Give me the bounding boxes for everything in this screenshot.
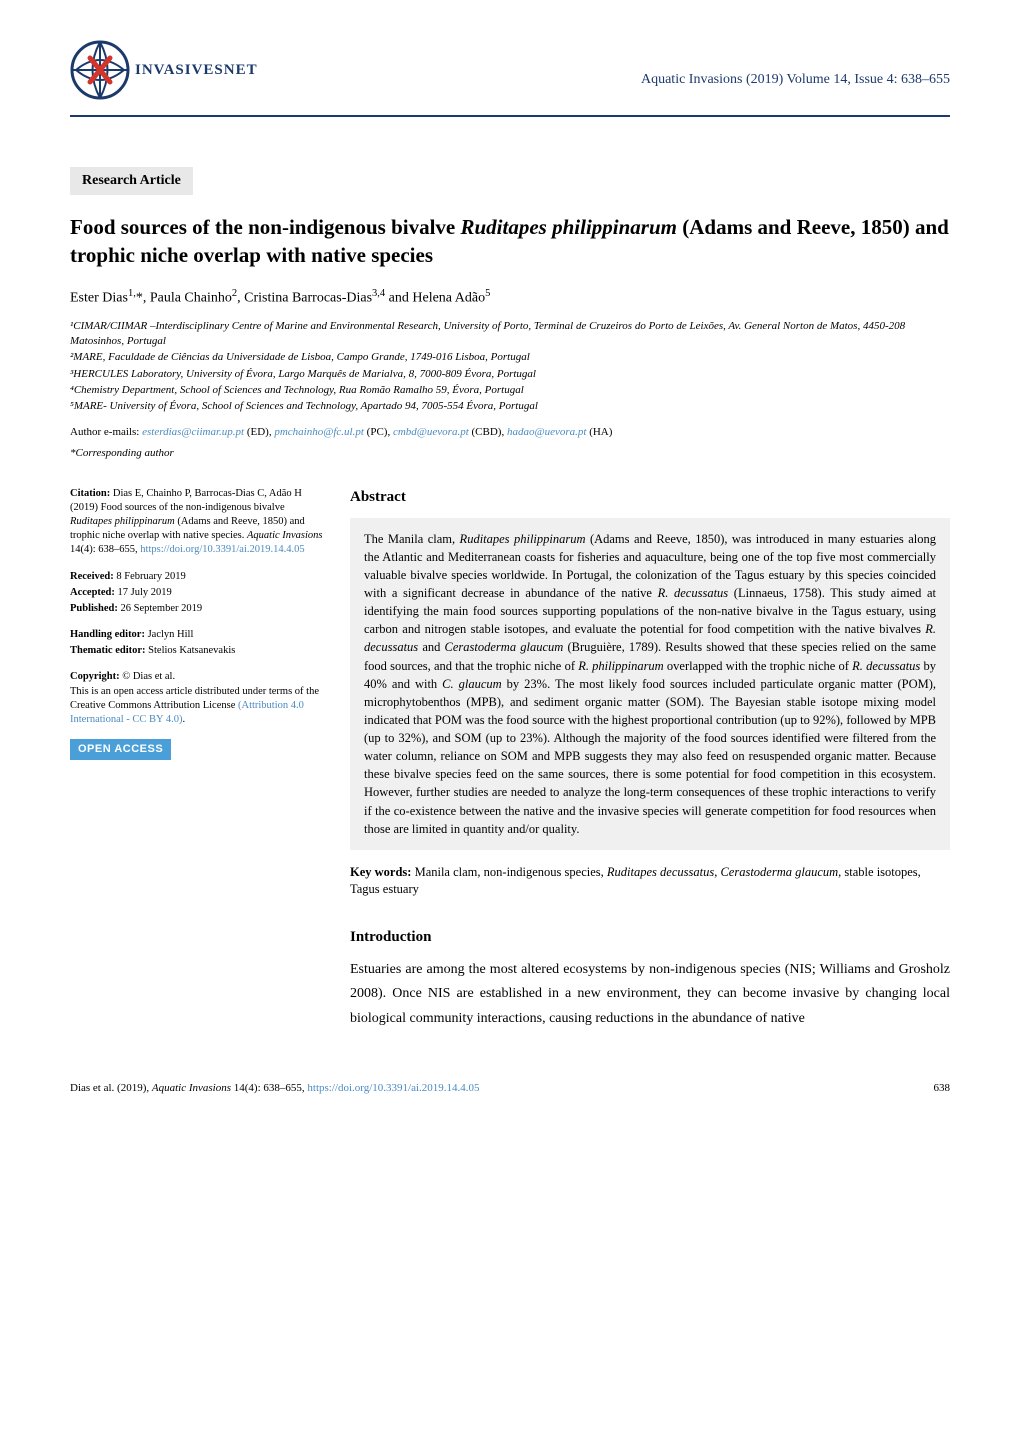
abstract-box: The Manila clam, Ruditapes philippinarum… bbox=[350, 518, 950, 850]
sidebar-metadata: Citation: Dias E, Chainho P, Barrocas-Di… bbox=[70, 487, 325, 760]
invasivesnet-logo-icon bbox=[70, 40, 130, 100]
intro-heading: Introduction bbox=[350, 927, 950, 948]
editors-group: Handling editor: Jaclyn Hill Thematic ed… bbox=[70, 628, 325, 658]
title-species: Ruditapes philippinarum bbox=[461, 215, 677, 239]
author-emails: Author e-mails: esterdias@ciimar.up.pt (… bbox=[70, 425, 950, 440]
citation-journal: Aquatic Invasions bbox=[247, 530, 323, 541]
citation-species: Ruditapes philippinarum bbox=[70, 516, 175, 527]
emails-prefix: Author e-mails: bbox=[70, 426, 142, 438]
abstract-heading: Abstract bbox=[350, 487, 950, 508]
affiliation-line: ³HERCULES Laboratory, University of Évor… bbox=[70, 367, 950, 382]
page-number: 638 bbox=[934, 1081, 951, 1096]
affiliation-line: ¹CIMAR/CIIMAR –Interdisciplinary Centre … bbox=[70, 319, 950, 350]
corresponding-author: *Corresponding author bbox=[70, 446, 950, 461]
copyright-block: Copyright: © Dias et al. This is an open… bbox=[70, 670, 325, 727]
thematic-editor-line: Thematic editor: Stelios Katsanevakis bbox=[70, 644, 325, 658]
article-title: Food sources of the non-indigenous bival… bbox=[70, 213, 950, 270]
email-link[interactable]: hadao@uevora.pt bbox=[507, 426, 586, 438]
keywords: Key words: Manila clam, non-indigenous s… bbox=[350, 864, 950, 899]
logo-text: INVASIVESNET bbox=[135, 60, 258, 81]
citation-block: Citation: Dias E, Chainho P, Barrocas-Di… bbox=[70, 487, 325, 558]
authors-list: Ester Dias1,*, Paula Chainho2, Cristina … bbox=[70, 287, 950, 308]
published-line: Published: 26 September 2019 bbox=[70, 602, 325, 616]
header-divider bbox=[70, 115, 950, 117]
footer-citation: Dias et al. (2019), Aquatic Invasions 14… bbox=[70, 1081, 480, 1096]
open-access-badge: OPEN ACCESS bbox=[70, 739, 171, 760]
main-content: Abstract The Manila clam, Ruditapes phil… bbox=[350, 487, 950, 1032]
dates-group: Received: 8 February 2019 Accepted: 17 J… bbox=[70, 570, 325, 617]
affiliation-line: ²MARE, Faculdade de Ciências da Universi… bbox=[70, 350, 950, 365]
affiliation-line: ⁴Chemistry Department, School of Science… bbox=[70, 383, 950, 398]
accepted-line: Accepted: 17 July 2019 bbox=[70, 586, 325, 600]
page-header: INVASIVESNET Aquatic Invasions (2019) Vo… bbox=[70, 40, 950, 100]
keywords-label: Key words: bbox=[350, 865, 411, 879]
title-part-1: Food sources of the non-indigenous bival… bbox=[70, 215, 461, 239]
logo-block: INVASIVESNET bbox=[70, 40, 258, 100]
email-link[interactable]: cmbd@uevora.pt bbox=[393, 426, 469, 438]
affiliation-line: ⁵MARE- University of Évora, School of Sc… bbox=[70, 399, 950, 414]
doi-link[interactable]: https://doi.org/10.3391/ai.2019.14.4.05 bbox=[140, 544, 304, 555]
affiliations: ¹CIMAR/CIIMAR –Interdisciplinary Centre … bbox=[70, 319, 950, 415]
intro-text: Estuaries are among the most altered eco… bbox=[350, 958, 950, 1032]
handling-editor-line: Handling editor: Jaclyn Hill bbox=[70, 628, 325, 642]
received-line: Received: 8 February 2019 bbox=[70, 570, 325, 584]
email-link[interactable]: pmchainho@fc.ul.pt bbox=[274, 426, 364, 438]
page-footer: Dias et al. (2019), Aquatic Invasions 14… bbox=[70, 1081, 950, 1096]
citation-text-3: 14(4): 638–655, bbox=[70, 544, 140, 555]
citation-label: Citation: bbox=[70, 488, 110, 499]
article-type-badge: Research Article bbox=[70, 167, 193, 195]
footer-doi-link[interactable]: https://doi.org/10.3391/ai.2019.14.4.05 bbox=[307, 1082, 479, 1094]
email-link[interactable]: esterdias@ciimar.up.pt bbox=[142, 426, 244, 438]
journal-reference: Aquatic Invasions (2019) Volume 14, Issu… bbox=[641, 40, 950, 90]
